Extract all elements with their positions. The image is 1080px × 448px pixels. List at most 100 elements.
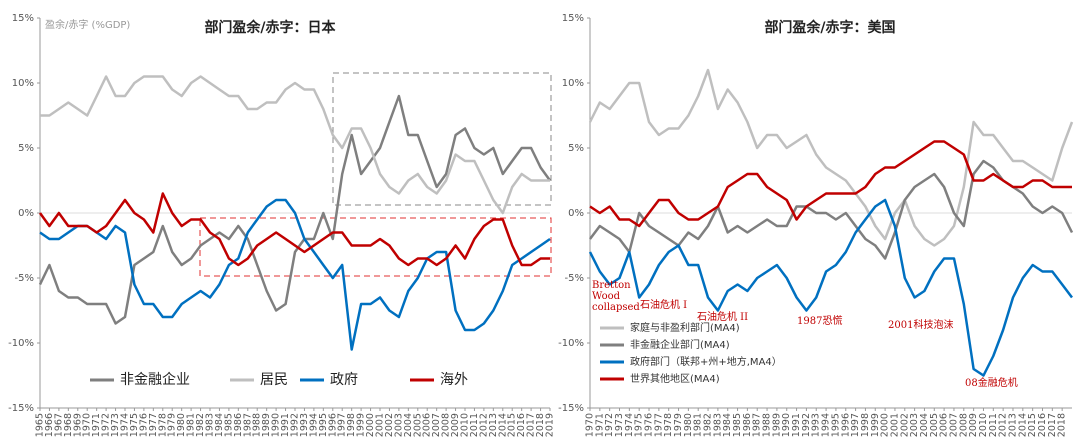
- x-tick-label: 1989: [771, 413, 782, 437]
- x-tick-label: 2008: [958, 413, 969, 437]
- x-tick-label: 1985: [223, 413, 234, 437]
- x-tick-label: 1992: [801, 413, 812, 437]
- x-tick-label: 1995: [318, 413, 329, 437]
- x-tick-label: 1976: [138, 413, 149, 437]
- x-tick-label: 1993: [811, 413, 822, 437]
- x-tick-label: 1976: [644, 413, 655, 437]
- x-tick-label: 1975: [129, 413, 140, 437]
- x-tick-label: 2005: [412, 413, 423, 437]
- x-tick-label: 2009: [968, 413, 979, 437]
- x-tick-label: 1969: [72, 413, 83, 437]
- x-tick-label: 1995: [830, 413, 841, 437]
- x-tick-label: 2011: [988, 413, 999, 437]
- x-tick-label: 2018: [535, 413, 546, 437]
- y-tick-label: 0%: [18, 208, 34, 219]
- x-tick-label: 1983: [712, 413, 723, 437]
- x-tick-label: 2014: [1017, 413, 1028, 437]
- x-tick-label: 1996: [840, 413, 851, 437]
- x-tick-label: 1991: [280, 413, 291, 437]
- x-tick-label: 1992: [290, 413, 301, 437]
- y-axis-label: 盈余/赤字 (%GDP): [45, 18, 130, 31]
- x-tick-label: 1994: [308, 413, 319, 437]
- x-tick-label: 2019: [545, 413, 556, 437]
- x-tick-label: 1986: [742, 413, 753, 437]
- x-tick-label: 1977: [653, 413, 664, 437]
- y-tick-label: -10%: [558, 338, 584, 349]
- x-tick-label: 2002: [384, 413, 395, 437]
- x-tick-label: 2014: [497, 413, 508, 437]
- x-tick-label: 2003: [393, 413, 404, 437]
- x-tick-label: 1980: [683, 413, 694, 437]
- x-tick-label: 1999: [356, 413, 367, 437]
- x-tick-label: 1970: [585, 413, 596, 437]
- x-tick-label: 2013: [1007, 413, 1018, 437]
- legend-label: 世界其他地区(MA4): [630, 372, 720, 385]
- x-tick-label: 2009: [450, 413, 461, 437]
- x-tick-label: 2017: [1047, 413, 1058, 437]
- x-tick-label: 1985: [732, 413, 743, 437]
- x-tick-label: 1970: [82, 413, 93, 437]
- x-tick-label: 2004: [919, 413, 930, 437]
- x-tick-label: 1968: [63, 413, 74, 437]
- legend-label: 非金融企业部门(MA4): [630, 338, 730, 351]
- x-tick-label: 1974: [120, 413, 131, 437]
- series-line: [588, 198, 1073, 377]
- x-tick-label: 1990: [271, 413, 282, 437]
- x-tick-label: 2018: [1057, 413, 1068, 437]
- x-tick-label: 2017: [526, 413, 537, 437]
- x-tick-label: 2012: [998, 413, 1009, 437]
- x-tick-label: 2011: [469, 413, 480, 437]
- x-tick-label: 1994: [821, 413, 832, 437]
- legend-label: 非金融企业: [120, 371, 190, 388]
- x-tick-label: 1966: [44, 413, 55, 437]
- series-line: [38, 192, 550, 267]
- y-tick-label: -5%: [15, 273, 34, 284]
- x-tick-label: 1973: [614, 413, 625, 437]
- x-tick-label: 2016: [1037, 413, 1048, 437]
- x-tick-label: 2016: [516, 413, 527, 437]
- y-tick-label: -15%: [8, 403, 34, 414]
- x-tick-label: 1988: [252, 413, 263, 437]
- series-line: [39, 198, 551, 351]
- y-tick-label: -5%: [565, 273, 584, 284]
- x-tick-label: 1990: [781, 413, 792, 437]
- x-tick-label: 1986: [233, 413, 244, 437]
- x-tick-label: 2000: [880, 413, 891, 437]
- legend-label: 海外: [440, 372, 468, 388]
- y-tick-label: 5%: [568, 143, 584, 154]
- x-tick-label: 1980: [176, 413, 187, 437]
- x-tick-label: 1982: [195, 413, 206, 437]
- x-tick-label: 2007: [431, 413, 442, 437]
- legend-label: 政府: [330, 372, 358, 388]
- legend-label: 居民: [260, 372, 288, 388]
- x-tick-label: 1999: [870, 413, 881, 437]
- x-tick-label: 1997: [850, 413, 861, 437]
- x-tick-label: 1988: [762, 413, 773, 437]
- y-tick-label: -10%: [8, 338, 34, 349]
- x-tick-label: 1987: [752, 413, 763, 437]
- highlight-box: [332, 72, 552, 206]
- x-tick-label: 1975: [634, 413, 645, 437]
- x-tick-label: 1987: [242, 413, 253, 437]
- x-tick-label: 1982: [703, 413, 714, 437]
- y-tick-label: 10%: [562, 78, 584, 89]
- y-tick-label: 5%: [18, 143, 34, 154]
- x-tick-label: 1972: [101, 413, 112, 437]
- x-tick-label: 2004: [403, 413, 414, 437]
- x-tick-label: 2006: [939, 413, 950, 437]
- annotation: Bretton Wood collapsed: [592, 280, 640, 313]
- x-tick-label: 1971: [594, 413, 605, 437]
- x-tick-label: 2001: [375, 413, 386, 437]
- y-tick-label: 15%: [562, 13, 584, 24]
- x-tick-label: 2013: [488, 413, 499, 437]
- x-tick-label: 1981: [693, 413, 704, 437]
- x-tick-label: 1979: [673, 413, 684, 437]
- x-tick-label: 2008: [441, 413, 452, 437]
- x-tick-label: 1974: [624, 413, 635, 437]
- x-tick-label: 2002: [899, 413, 910, 437]
- x-tick-label: 1989: [261, 413, 272, 437]
- annotation: 石油危机 I: [640, 300, 688, 311]
- y-tick-label: -15%: [558, 403, 584, 414]
- x-tick-label: 1978: [663, 413, 674, 437]
